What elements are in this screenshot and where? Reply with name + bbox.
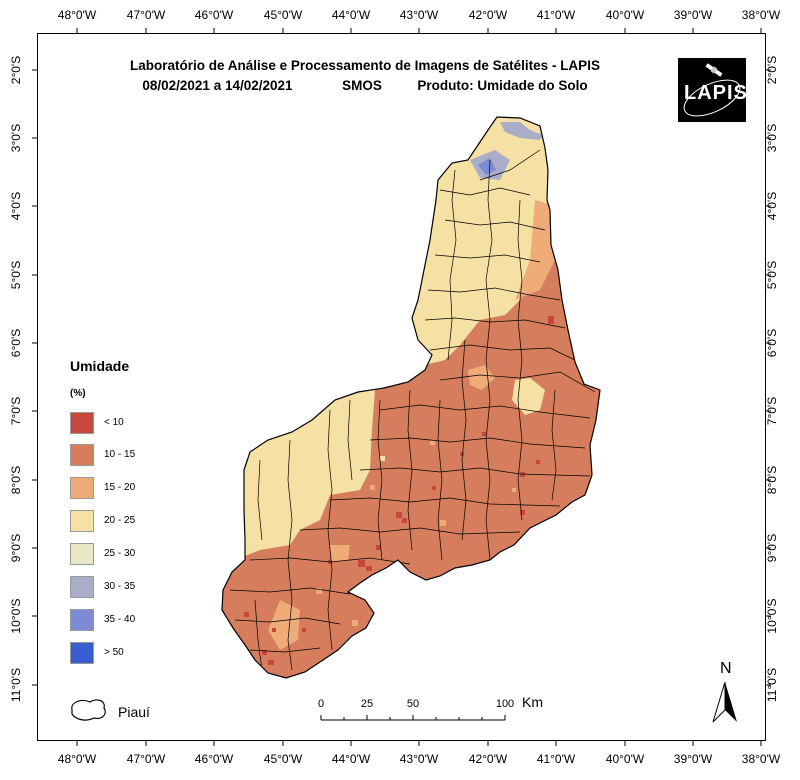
- lon-label: 43°0'W: [399, 752, 439, 766]
- lat-label-right: 5°0'S: [765, 261, 779, 289]
- legend-label: 20 - 25: [104, 515, 136, 526]
- lon-label: 46°0'W: [194, 752, 234, 766]
- scale-bar-graphic: [320, 715, 506, 721]
- lon-label: 42°0'W: [468, 8, 508, 22]
- logo-text: LAPIS: [684, 82, 748, 104]
- lon-label: 45°0'W: [263, 752, 303, 766]
- scale-tick-label: 100: [495, 698, 515, 710]
- map-frame: [37, 33, 766, 741]
- lon-label: 43°0'W: [399, 8, 439, 22]
- scale-unit: Km: [522, 694, 543, 710]
- lat-label-left: 4°0'S: [9, 192, 23, 220]
- lon-label: 41°0'W: [536, 752, 576, 766]
- product-name: Produto: Umidade do Solo: [417, 78, 588, 93]
- legend-swatch: [70, 444, 94, 466]
- map-subtitle: 08/02/2021 a 14/02/2021 SMOS Produto: Um…: [0, 78, 730, 93]
- legend-label: 30 - 35: [104, 581, 136, 592]
- lat-label-left: 2°0'S: [9, 56, 23, 84]
- lon-label: 40°0'W: [605, 752, 645, 766]
- lapis-logo: LAPIS: [678, 58, 748, 122]
- lon-label: 46°0'W: [194, 8, 234, 22]
- legend-swatch: [70, 609, 94, 631]
- state-label: Piauí: [118, 704, 150, 720]
- legend-label: 15 - 20: [104, 482, 136, 493]
- north-label: N: [720, 660, 732, 677]
- lat-label-left: 9°0'S: [9, 534, 23, 562]
- lon-label: 47°0'W: [126, 8, 166, 22]
- lat-label-right: 6°0'S: [765, 329, 779, 357]
- legend-label: 35 - 40: [104, 614, 136, 625]
- lat-label-right: 3°0'S: [765, 124, 779, 152]
- lon-label: 48°0'W: [57, 8, 97, 22]
- lat-label-left: 6°0'S: [9, 329, 23, 357]
- lat-label-right: 7°0'S: [765, 397, 779, 425]
- lon-label: 38°0'W: [741, 8, 781, 22]
- lon-label: 48°0'W: [57, 752, 97, 766]
- lon-label: 38°0'W: [741, 752, 781, 766]
- lat-label-left: 11°0'S: [9, 668, 23, 702]
- lon-label: 40°0'W: [605, 8, 645, 22]
- scale-tick-label: 0: [317, 698, 325, 710]
- scale-tick-label: 50: [406, 698, 420, 710]
- lat-label-left: 10°0'S: [9, 598, 23, 633]
- sensor-name: SMOS: [342, 78, 382, 93]
- map-title: Laboratório de Análise e Processamento d…: [130, 58, 600, 73]
- date-range: 08/02/2021 a 14/02/2021: [142, 78, 293, 93]
- lat-label-left: 3°0'S: [9, 124, 23, 152]
- lat-label-right: 9°0'S: [765, 534, 779, 562]
- lat-label-left: 7°0'S: [9, 397, 23, 425]
- legend-swatch: [70, 642, 94, 664]
- lat-label-right: 8°0'S: [765, 466, 779, 494]
- scale-tick-label: 25: [360, 698, 374, 710]
- lat-label-right: 11°0'S: [765, 668, 779, 702]
- lon-label: 44°0'W: [331, 752, 371, 766]
- lon-label: 39°0'W: [673, 752, 713, 766]
- satellite-icon: [683, 63, 741, 117]
- legend-swatch: [70, 543, 94, 565]
- legend-swatch: [70, 477, 94, 499]
- legend-label: 25 - 30: [104, 548, 136, 559]
- legend-unit: (%): [70, 388, 86, 399]
- lat-label-right: 10°0'S: [765, 598, 779, 633]
- north-arrow-icon: [712, 681, 737, 723]
- state-outline-icon: [71, 699, 106, 721]
- lat-label-right: 2°0'S: [765, 56, 779, 84]
- lon-label: 39°0'W: [673, 8, 713, 22]
- lat-label-right: 4°0'S: [765, 192, 779, 220]
- lon-label: 42°0'W: [468, 752, 508, 766]
- legend-swatch: [70, 510, 94, 532]
- legend-swatch: [70, 412, 94, 434]
- lon-label: 41°0'W: [536, 8, 576, 22]
- lon-label: 47°0'W: [126, 752, 166, 766]
- lat-label-left: 8°0'S: [9, 466, 23, 494]
- legend-label: < 10: [104, 417, 124, 428]
- legend-swatch: [70, 576, 94, 598]
- legend-label: 10 - 15: [104, 449, 136, 460]
- lat-label-left: 5°0'S: [9, 261, 23, 289]
- legend-label: > 50: [104, 647, 124, 658]
- lon-label: 44°0'W: [331, 8, 371, 22]
- legend-title: Umidade: [70, 358, 130, 374]
- lon-label: 45°0'W: [263, 8, 303, 22]
